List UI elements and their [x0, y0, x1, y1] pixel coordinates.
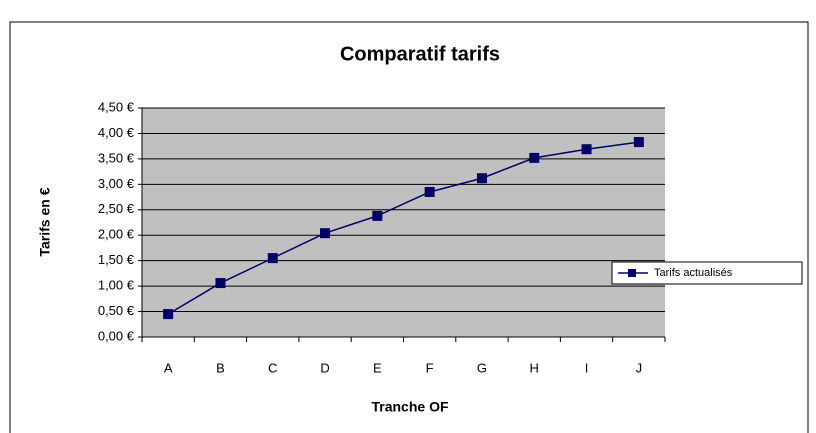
y-tick-label: 2,50 € [98, 201, 135, 216]
data-point [163, 309, 174, 320]
y-tick-label: 4,00 € [98, 125, 135, 140]
y-tick-label: 4,50 € [98, 99, 135, 114]
series-line [167, 141, 639, 315]
legend-box [611, 261, 803, 285]
data-point [529, 152, 540, 163]
x-tick-label: A [164, 360, 173, 375]
y-tick-label: 0,50 € [98, 303, 135, 318]
chart-title: Comparatif tarifs [340, 43, 500, 65]
x-tick-label: D [320, 360, 329, 375]
plot-area [142, 108, 665, 337]
data-point [320, 228, 331, 239]
y-tick-label: 1,50 € [98, 252, 135, 267]
x-tick-label: G [477, 360, 487, 375]
x-tick-label: I [585, 360, 589, 375]
x-tick-label: J [636, 360, 643, 375]
data-point [424, 186, 435, 197]
data-point [215, 278, 226, 289]
x-tick-label: F [426, 360, 434, 375]
x-tick-label: B [216, 360, 225, 375]
y-tick-label: 2,00 € [98, 227, 135, 242]
data-point [267, 253, 278, 264]
y-tick-label: 0,00 € [98, 328, 135, 343]
x-tick-label: C [268, 360, 277, 375]
y-axis-label: Tarifs en € [37, 187, 53, 256]
legend-marker [628, 269, 636, 277]
x-axis-label: Tranche OF [371, 399, 448, 415]
data-point [476, 173, 487, 184]
legend-label: Tarifs actualisés [654, 267, 733, 279]
data-point [633, 137, 644, 148]
y-tick-label: 1,00 € [98, 278, 135, 293]
x-tick-label: H [530, 360, 539, 375]
y-tick-label: 3,00 € [98, 176, 135, 191]
data-point [372, 210, 383, 221]
x-tick-label: E [373, 360, 382, 375]
y-tick-label: 3,50 € [98, 150, 135, 165]
data-point [581, 144, 592, 155]
